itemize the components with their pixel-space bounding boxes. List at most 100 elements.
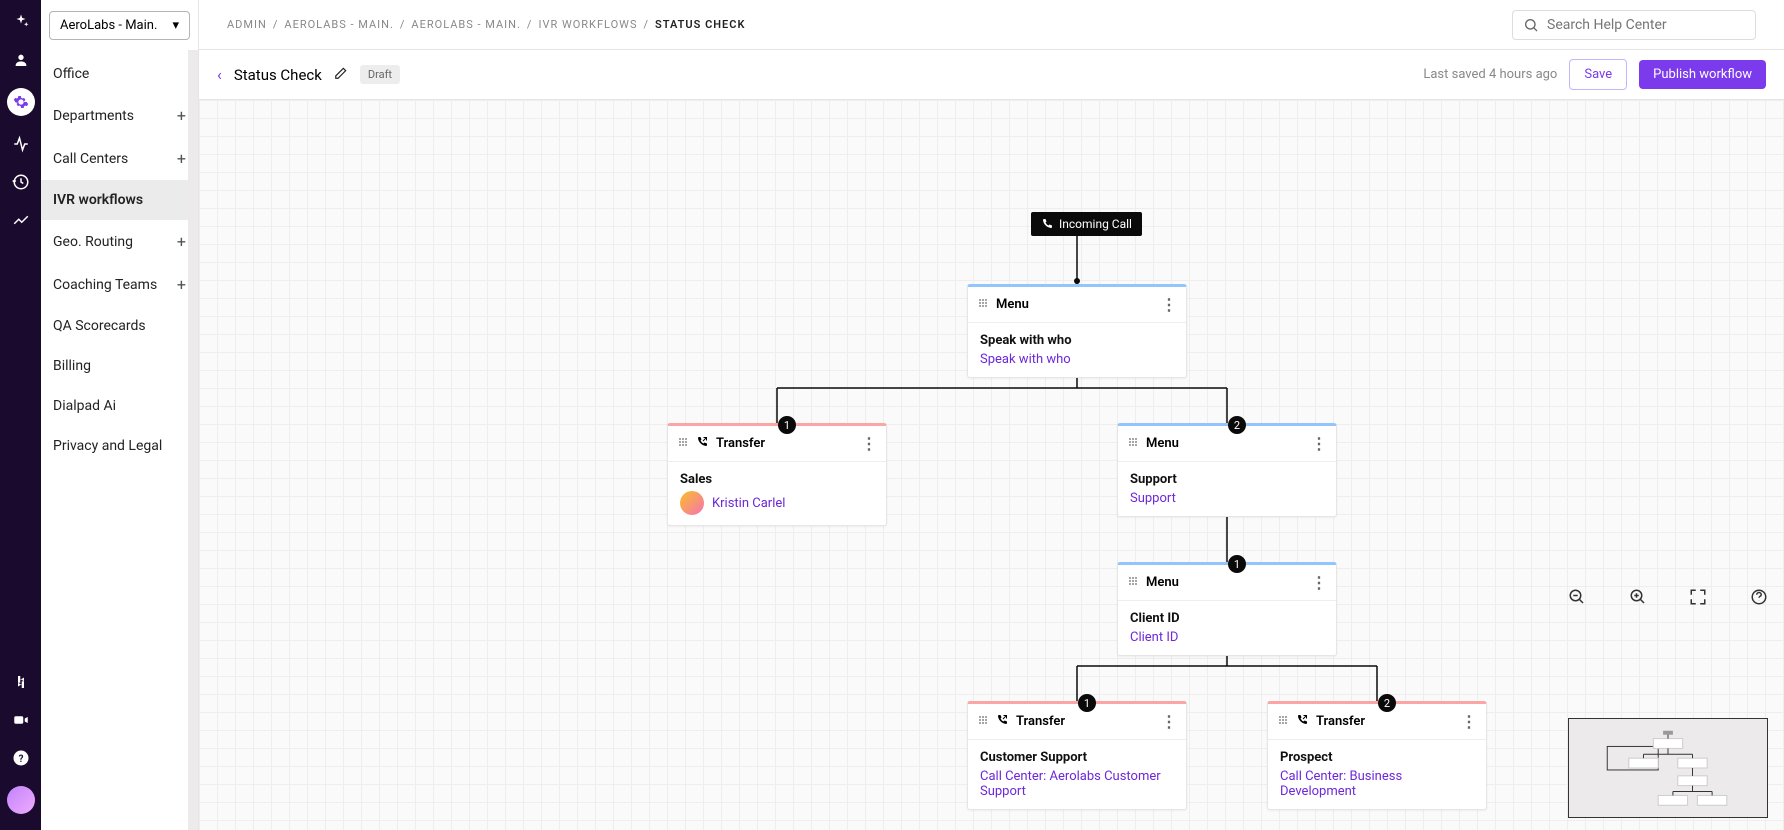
integrations-icon[interactable] [11,672,31,692]
kebab-icon[interactable]: ⋮ [1161,295,1176,314]
add-icon[interactable]: + [177,106,186,125]
breadcrumb-segment[interactable]: AEROLABS - MAIN. [284,18,393,31]
save-button[interactable]: Save [1569,59,1627,90]
transfer-icon [696,436,708,452]
node-menu_client[interactable]: 1Menu⋮Client IDClient ID [1117,562,1337,656]
node-type-label: Menu [1146,436,1179,451]
kebab-icon[interactable]: ⋮ [1161,712,1176,731]
node-body: Customer Support Call Center: Aerolabs Cu… [968,740,1186,809]
activity-icon[interactable] [11,134,31,154]
sidebar-item-label: Privacy and Legal [53,438,162,454]
kebab-icon[interactable]: ⋮ [861,434,876,453]
node-body: Support Support [1118,462,1336,516]
node-title: Speak with who [980,333,1174,348]
gear-icon[interactable] [7,88,35,116]
node-transfer_prospect[interactable]: 2Transfer⋮ProspectCall Center: Business … [1267,701,1487,810]
video-icon[interactable] [11,710,31,730]
sidebar-item-geo-routing[interactable]: Geo. Routing + [41,220,198,263]
main: ADMIN/AEROLABS - MAIN./AEROLABS - MAIN./… [199,0,1784,830]
node-menu1[interactable]: Menu ⋮ Speak with who Speak with who [967,284,1187,378]
start-node[interactable]: Incoming Call [1031,212,1142,236]
node-type-label: Transfer [1316,714,1365,729]
sidebar-item-label: Call Centers [53,151,128,167]
avatar[interactable] [7,786,35,814]
sidebar-item-label: QA Scorecards [53,318,146,334]
node-type-label: Menu [996,297,1029,312]
sidebar-item-coaching-teams[interactable]: Coaching Teams+ [41,263,198,306]
edit-icon[interactable] [334,65,348,84]
node-link[interactable]: Call Center: Business Development [1280,769,1474,799]
icon-rail: ? [0,0,41,830]
branch-badge: 1 [1228,555,1246,573]
node-title: Support [1130,472,1324,487]
node-header: Menu ⋮ [968,287,1186,323]
node-type-label: Transfer [1016,714,1065,729]
fit-icon[interactable] [1689,588,1707,610]
breadcrumb-segment[interactable]: ADMIN [227,18,267,31]
chevron-down-icon: ▾ [172,18,179,33]
back-button[interactable]: ‹ [217,65,222,84]
node-link[interactable]: Support [1130,491,1324,506]
sidebar-item-departments[interactable]: Departments+ [41,94,198,137]
sidebar-item-office[interactable]: Office [41,54,198,94]
node-transfer_cs[interactable]: 1Transfer⋮Customer SupportCall Center: A… [967,701,1187,810]
node-menu_support[interactable]: 2Menu⋮SupportSupport [1117,423,1337,517]
add-icon[interactable]: + [177,275,186,294]
kebab-icon[interactable]: ⋮ [1461,712,1476,731]
help-icon[interactable]: ? [11,748,31,768]
add-icon[interactable]: + [177,232,186,251]
kebab-icon[interactable]: ⋮ [1311,434,1326,453]
sidebar-item-billing[interactable]: Billing [41,346,198,386]
search-input[interactable] [1547,17,1745,33]
phone-incoming-icon [1041,218,1053,230]
add-icon[interactable]: + [177,149,186,168]
drag-handle-icon[interactable] [978,297,988,312]
workflow-canvas[interactable]: Incoming Call Menu ⋮ Speak with who Speak w… [199,100,1784,830]
node-body: SalesKristin Carlel [668,462,886,525]
sidebar-item-call-centers[interactable]: Call Centers + [41,137,198,180]
zoom-out-icon[interactable] [1568,588,1586,610]
topbar: ADMIN/AEROLABS - MAIN./AEROLABS - MAIN./… [199,0,1784,50]
sidebar-item-privacy-and-legal[interactable]: Privacy and Legal [41,426,198,466]
sidebar-item-dialpad-ai[interactable]: Dialpad Ai [41,386,198,426]
sidebar-item-ivr-workflows[interactable]: IVR workflows [41,180,198,220]
drag-handle-icon[interactable] [1128,436,1138,451]
breadcrumb-segment[interactable]: AEROLABS - MAIN. [411,18,520,31]
kebab-icon[interactable]: ⋮ [1311,573,1326,592]
breadcrumb: ADMIN/AEROLABS - MAIN./AEROLABS - MAIN./… [227,18,745,31]
drag-handle-icon[interactable] [678,436,688,451]
sidebar-item-label: Geo. Routing [53,234,133,250]
person-icon[interactable] [11,50,31,70]
node-contact[interactable]: Kristin Carlel [680,491,874,515]
trend-icon[interactable] [11,210,31,230]
sidebar: AeroLabs - Main. ▾ OfficeDepartments+Cal… [41,0,199,830]
titlebar: ‹ Status Check Draft Last saved 4 hours … [199,50,1784,100]
transfer-icon [1296,714,1308,730]
node-transfer_sales[interactable]: 1Transfer⋮SalesKristin Carlel [667,423,887,526]
search-input-wrap[interactable] [1512,10,1756,40]
node-link[interactable]: Speak with who [980,352,1174,367]
drag-handle-icon[interactable] [1278,714,1288,729]
help-canvas-icon[interactable] [1750,588,1768,610]
node-title: Prospect [1280,750,1474,765]
sidebar-item-qa-scorecards[interactable]: QA Scorecards [41,306,198,346]
status-badge: Draft [360,65,400,84]
sidebar-item-label: Dialpad Ai [53,398,116,414]
org-selector[interactable]: AeroLabs - Main. ▾ [49,11,190,40]
sparkle-icon[interactable] [11,12,31,32]
node-title: Customer Support [980,750,1174,765]
history-icon[interactable] [11,172,31,192]
last-saved: Last saved 4 hours ago [1423,67,1557,82]
breadcrumb-segment[interactable]: IVR WORKFLOWS [538,18,637,31]
node-link[interactable]: Call Center: Aerolabs Customer Support [980,769,1174,799]
zoom-in-icon[interactable] [1629,588,1647,610]
search-icon [1523,17,1539,33]
drag-handle-icon[interactable] [1128,575,1138,590]
minimap[interactable] [1568,718,1768,818]
sidebar-item-label: Office [53,66,89,82]
publish-button[interactable]: Publish workflow [1639,60,1766,89]
drag-handle-icon[interactable] [978,714,988,729]
sidebar-scrollbar[interactable] [188,50,198,830]
transfer-icon [996,714,1008,730]
node-link[interactable]: Client ID [1130,630,1324,645]
